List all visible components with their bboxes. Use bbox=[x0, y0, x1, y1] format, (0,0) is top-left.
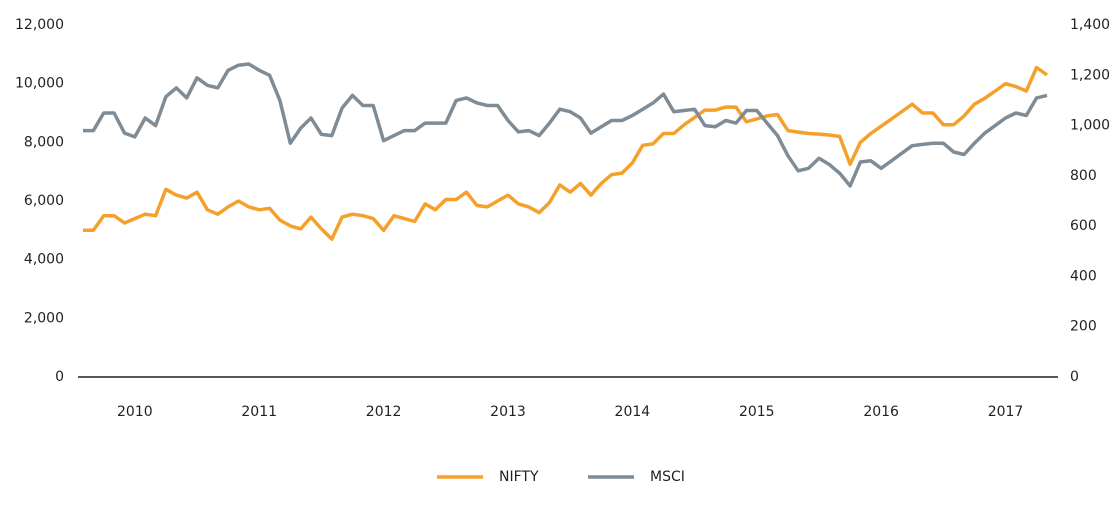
x-tick-label: 2011 bbox=[241, 404, 277, 420]
y2-tick-label: 1,000 bbox=[1070, 118, 1110, 134]
x-tick-label: 2014 bbox=[615, 404, 651, 420]
x-tick-label: 2015 bbox=[739, 404, 775, 420]
x-tick-label: 2010 bbox=[117, 404, 153, 420]
x-tick-label: 2013 bbox=[490, 404, 526, 420]
series-line bbox=[83, 65, 1049, 241]
y-tick-label: 8,000 bbox=[24, 134, 64, 150]
y-tick-label: 0 bbox=[55, 369, 64, 385]
y2-tick-label: 600 bbox=[1070, 218, 1097, 234]
legend-label: NIFTY bbox=[499, 469, 539, 485]
x-tick-label: 2016 bbox=[863, 404, 899, 420]
legend-label: MSCI bbox=[650, 469, 685, 485]
y2-tick-label: 200 bbox=[1070, 319, 1097, 335]
y2-tick-label: 400 bbox=[1070, 268, 1097, 284]
series-line bbox=[83, 62, 1048, 188]
x-tick-label: 2017 bbox=[988, 404, 1024, 420]
y-tick-label: 6,000 bbox=[24, 193, 64, 209]
y2-tick-label: 1,200 bbox=[1070, 67, 1110, 83]
y-tick-label: 2,000 bbox=[24, 310, 64, 326]
y2-tick-label: 1,400 bbox=[1070, 17, 1110, 33]
y2-tick-label: 0 bbox=[1070, 369, 1079, 385]
y-tick-label: 10,000 bbox=[15, 76, 64, 92]
y-tick-label: 4,000 bbox=[24, 252, 64, 268]
x-tick-label: 2012 bbox=[366, 404, 402, 420]
y2-tick-label: 800 bbox=[1070, 168, 1097, 184]
y-tick-label: 12,000 bbox=[15, 17, 64, 33]
